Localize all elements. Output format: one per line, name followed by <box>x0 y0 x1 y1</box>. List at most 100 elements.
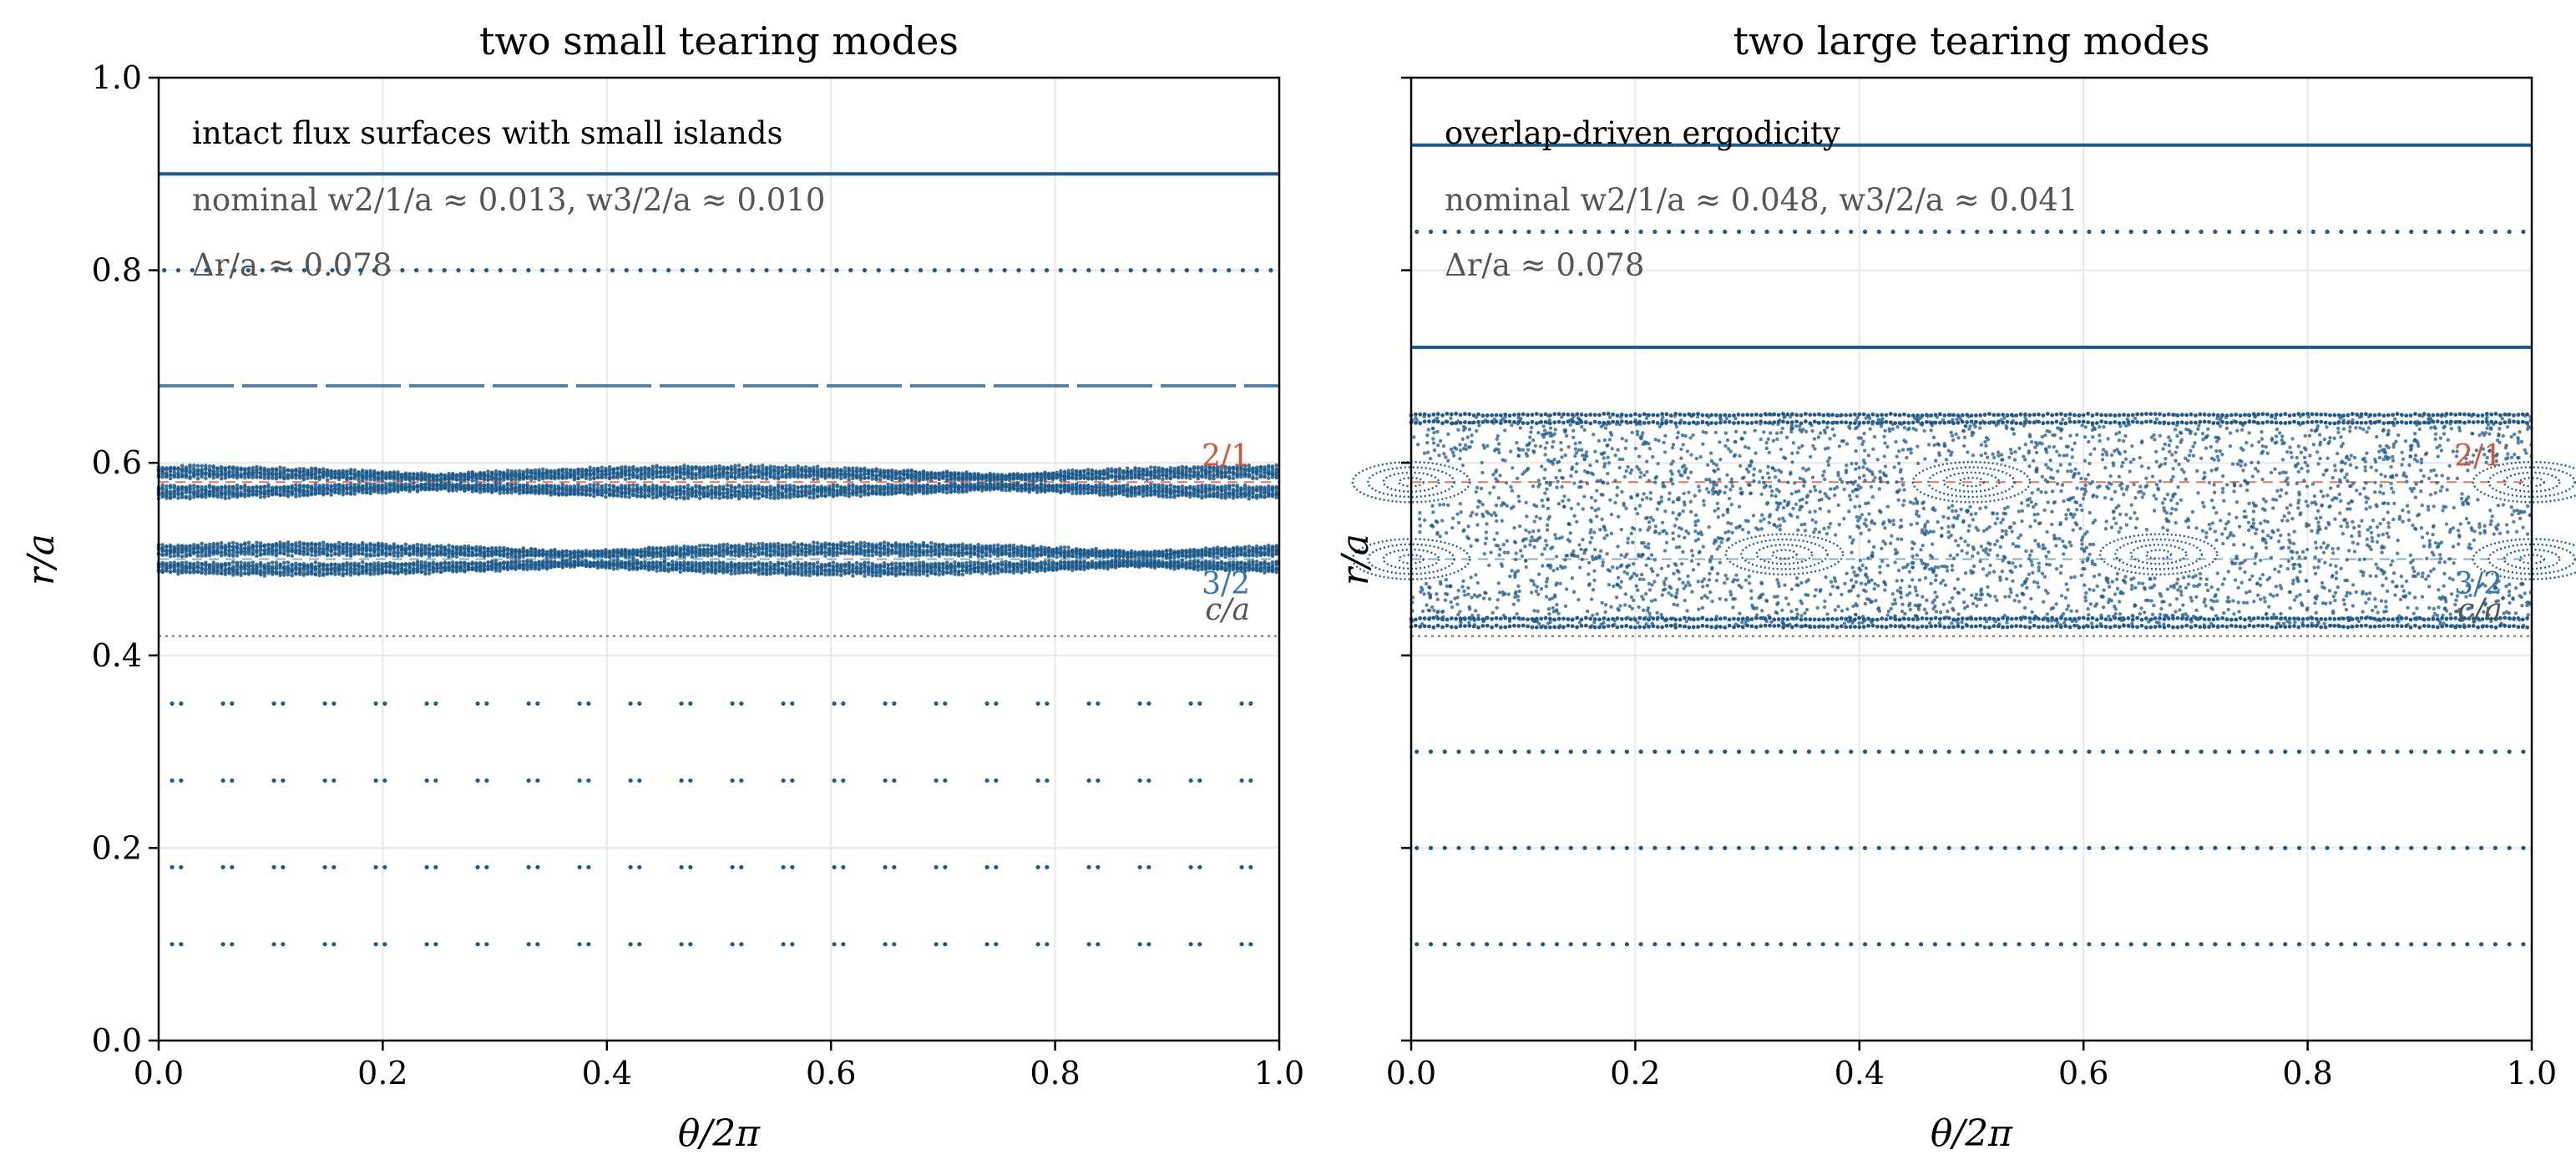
orbit-point <box>493 469 498 474</box>
orbit-point <box>458 487 463 492</box>
orbit-point <box>688 942 693 947</box>
orbit-point <box>502 490 506 495</box>
orbit-point <box>717 496 721 500</box>
orbit-point <box>733 463 737 468</box>
orbit-point <box>1146 864 1151 870</box>
orbit-point <box>697 492 702 497</box>
orbit-point <box>313 492 318 496</box>
orbit-point <box>658 474 663 479</box>
orbit-point <box>984 778 989 783</box>
orbit-point <box>604 494 608 499</box>
orbit-point <box>1070 468 1075 473</box>
orbit-point <box>627 465 631 470</box>
orbit-point <box>1227 494 1232 499</box>
orbit-point <box>627 484 631 488</box>
orbit-point <box>281 701 286 707</box>
orbit-point <box>168 476 173 481</box>
orbit-point <box>768 560 773 565</box>
orbit-point <box>781 942 786 947</box>
orbit-point <box>984 864 989 870</box>
orbit-point <box>780 465 785 470</box>
orbit-point <box>1268 268 1273 273</box>
orbit-point <box>1000 474 1005 479</box>
orbit-point <box>1188 474 1192 478</box>
orbit-point <box>1031 483 1035 488</box>
orbit-point <box>435 488 439 492</box>
orbit-point <box>615 494 620 498</box>
orbit-point <box>949 471 954 476</box>
orbit-point <box>204 494 208 499</box>
orbit-point <box>1146 701 1151 707</box>
orbit-point <box>290 468 294 473</box>
orbit-point <box>372 268 377 273</box>
orbit-point <box>776 466 781 470</box>
orbit-point <box>309 466 314 471</box>
orbit-point <box>902 468 906 474</box>
orbit-point <box>623 477 628 482</box>
island-chain <box>156 463 1278 501</box>
orbit-point <box>239 472 243 476</box>
orbit-point <box>582 268 587 273</box>
orbit-point <box>493 489 498 494</box>
orbit-point <box>790 864 795 870</box>
orbit-point <box>831 560 836 565</box>
orbit-point <box>341 468 346 474</box>
orbit-point <box>682 463 686 468</box>
orbit-point <box>553 491 557 496</box>
orbit-point <box>792 465 797 470</box>
orbit-point <box>944 490 949 495</box>
orbit-point <box>637 778 642 783</box>
orbit-point <box>526 864 531 870</box>
orbit-point <box>733 553 737 558</box>
orbit-point <box>537 478 541 482</box>
orbit-point <box>1212 473 1216 478</box>
orbit-point <box>1156 466 1161 470</box>
orbit-point <box>806 268 811 273</box>
orbit-point <box>164 471 169 475</box>
orbit-point <box>1254 268 1259 273</box>
orbit-point <box>313 482 318 487</box>
orbit-point <box>934 778 939 783</box>
orbit-point <box>235 483 240 488</box>
orbit-point <box>458 471 463 476</box>
orbit-point <box>1145 493 1149 498</box>
orbit-point <box>484 942 489 947</box>
orbit-point <box>271 778 276 783</box>
orbit-point <box>655 468 659 474</box>
orbit-point <box>709 465 714 469</box>
orbit-point <box>195 468 200 472</box>
orbit-point <box>1072 268 1077 273</box>
orbit-point <box>1270 464 1275 468</box>
orbit-point <box>517 468 522 474</box>
orbit-point <box>960 489 965 494</box>
orbit-point <box>1086 471 1091 475</box>
orbit-point <box>748 463 753 468</box>
orbit-point <box>345 487 349 492</box>
orbit-point <box>883 864 888 870</box>
orbit-point <box>1200 490 1204 494</box>
orbit-point <box>357 482 361 486</box>
orbit-point <box>615 489 620 494</box>
orbit-point <box>200 487 204 492</box>
orbit-point <box>364 552 369 556</box>
orbit-point <box>921 469 926 474</box>
orbit-point <box>176 496 180 500</box>
orbit-point <box>373 864 378 870</box>
orbit-point <box>1239 864 1244 870</box>
orbit-point <box>627 494 631 499</box>
orbit-point <box>227 562 231 567</box>
orbit-point <box>484 778 489 783</box>
orbit-point <box>373 778 378 783</box>
orbit-point <box>866 560 871 565</box>
orbit-point <box>1207 484 1212 488</box>
orbit-point <box>635 494 640 499</box>
orbit-point <box>1035 864 1040 870</box>
orbit-point <box>1196 469 1201 474</box>
orbit-point <box>994 942 999 947</box>
orbit-point <box>454 474 459 478</box>
orbit-point <box>600 465 605 470</box>
orbit-point <box>195 554 200 558</box>
orbit-point <box>764 494 769 499</box>
orbit-point <box>1172 466 1177 471</box>
orbit-point <box>348 482 353 487</box>
